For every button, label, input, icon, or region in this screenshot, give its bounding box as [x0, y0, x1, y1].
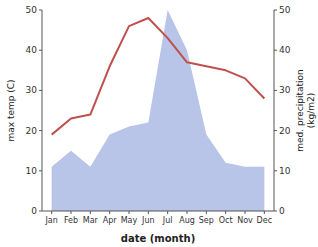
- x-tick: [206, 211, 207, 214]
- y2-axis-line: [274, 10, 275, 211]
- temperature-line: [52, 18, 265, 135]
- y-axis-label: max temp (C): [6, 79, 16, 141]
- x-tick-label: Sep: [199, 216, 214, 225]
- y2-tick-label: 50: [279, 5, 291, 15]
- x-tick-label: Jun: [141, 216, 155, 225]
- x-tick: [264, 211, 265, 214]
- plot-area: [52, 10, 265, 211]
- x-tick: [187, 211, 188, 214]
- y2-tick-label: 20: [279, 126, 291, 136]
- y2-tick: [274, 130, 277, 131]
- y2-tick-label: 0: [279, 206, 285, 216]
- x-tick-label: Oct: [219, 216, 233, 225]
- y-axis-line: [42, 10, 43, 211]
- x-tick-label: Mar: [83, 216, 99, 225]
- precipitation-area: [52, 10, 265, 211]
- y2-axis-label: med. precipitation: [295, 69, 305, 151]
- x-tick: [90, 211, 91, 214]
- x-tick-label: Apr: [103, 216, 118, 225]
- y-tick: [39, 211, 42, 212]
- y2-tick: [274, 10, 277, 11]
- y2-tick: [274, 211, 277, 212]
- x-tick: [129, 211, 130, 214]
- y-tick-label: 10: [26, 166, 38, 176]
- x-tick-label: May: [121, 216, 138, 225]
- y2-tick-label: 30: [279, 85, 291, 95]
- y2-tick: [274, 90, 277, 91]
- x-tick: [245, 211, 246, 214]
- y-tick: [39, 130, 42, 131]
- x-tick: [51, 211, 52, 214]
- y-tick-label: 30: [26, 85, 38, 95]
- y-tick: [39, 10, 42, 11]
- x-tick: [148, 211, 149, 214]
- x-tick-label: Nov: [237, 216, 253, 225]
- y-tick: [39, 90, 42, 91]
- y-tick: [39, 50, 42, 51]
- y2-tick-label: 10: [279, 166, 291, 176]
- x-axis-label: date (month): [121, 233, 195, 244]
- x-tick: [167, 211, 168, 214]
- y-tick-label: 20: [26, 126, 38, 136]
- x-axis-line: [42, 211, 274, 212]
- x-tick-label: Jan: [44, 216, 57, 225]
- y-tick-label: 0: [31, 206, 37, 216]
- x-tick-label: Jul: [162, 216, 173, 225]
- x-tick: [71, 211, 72, 214]
- y-tick-label: 40: [26, 45, 38, 55]
- x-tick-label: Feb: [64, 216, 78, 225]
- x-tick: [109, 211, 110, 214]
- x-tick-label: Aug: [179, 216, 195, 225]
- y-tick: [39, 170, 42, 171]
- chart: 0 10 20 30 40 50 0 10 20 30 40 50 Jan Feb Mar AprMayJun…: [0, 0, 318, 247]
- y2-axis-label: (kg/m2): [306, 93, 316, 128]
- y2-tick: [274, 50, 277, 51]
- x-tick-label: Dec: [257, 216, 272, 225]
- x-tick: [225, 211, 226, 214]
- y2-tick: [274, 170, 277, 171]
- y2-tick-label: 40: [279, 45, 291, 55]
- y-tick-label: 50: [26, 5, 38, 15]
